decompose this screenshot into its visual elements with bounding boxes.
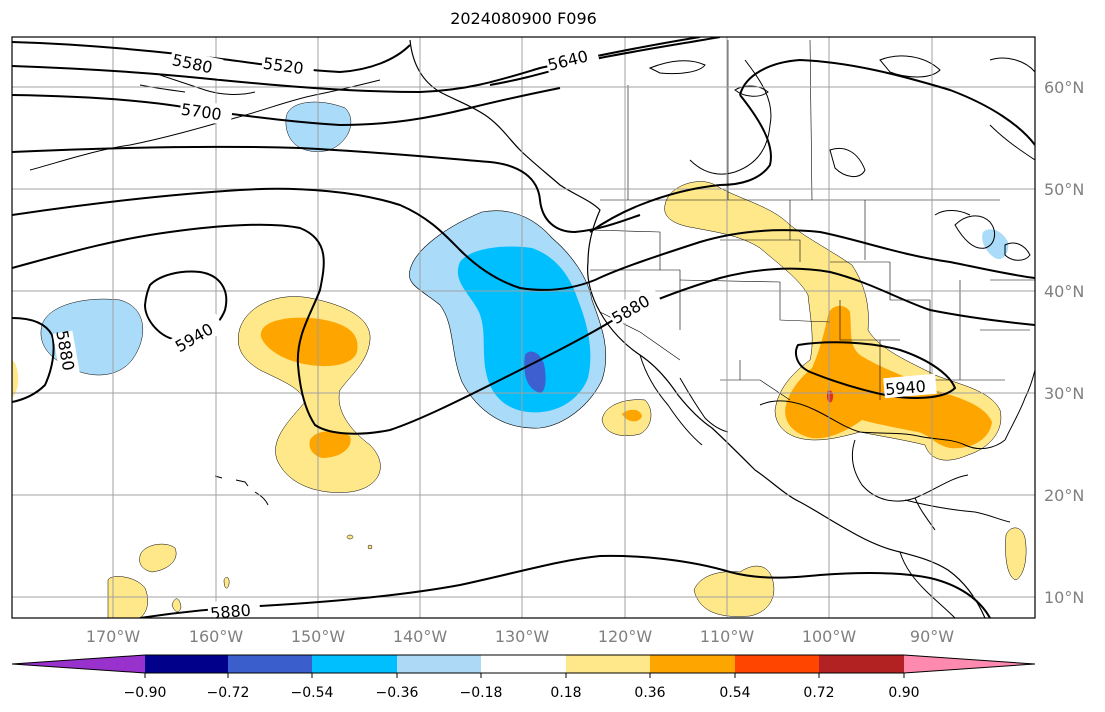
lat-label-60n: 60°N: [1044, 78, 1084, 97]
colorbar-bin-7: [650, 655, 735, 673]
colorbar-bin-5: [481, 655, 566, 673]
contour-5880-main: [12, 223, 1035, 435]
positive-anomaly-west-edge: [12, 360, 19, 398]
colorbar-tick-label: −0.18: [460, 685, 503, 701]
lon-label-120w: 120°W: [598, 627, 653, 646]
lat-label-30n: 30°N: [1044, 384, 1084, 403]
colorbar-bin-2: [228, 655, 312, 673]
contour-5760: [12, 145, 641, 234]
colorbar-tick-label: −0.90: [124, 685, 167, 701]
negative-anomaly-central-core: [457, 246, 591, 413]
positive-anomaly-small-1: [346, 534, 354, 540]
colorbar-bin-4: [397, 655, 481, 673]
colorbar-tick-label: −0.72: [207, 685, 250, 701]
positive-anomaly-south-4: [223, 576, 230, 589]
lon-label-140w: 140°W: [393, 627, 448, 646]
lat-label-40n: 40°N: [1044, 282, 1084, 301]
positive-anomaly-south-3: [171, 598, 182, 612]
contour-5880-west: [12, 317, 55, 403]
negative-anomaly-central-center: [524, 351, 546, 393]
lon-label-170w: 170°W: [86, 627, 141, 646]
political-borders: [590, 39, 1035, 401]
contour-label-5880-south: 5880: [209, 601, 251, 623]
colorbar-tick-label: 0.36: [634, 685, 665, 701]
negative-anomaly-great-lakes: [982, 229, 1009, 260]
colorbar-bin-9: [819, 655, 904, 673]
lon-label-160w: 160°W: [189, 627, 244, 646]
latitude-labels: 60°N 50°N 40°N 30°N 20°N 10°N: [1044, 78, 1084, 607]
lon-label-100w: 100°W: [802, 627, 857, 646]
contour-bc: [589, 94, 772, 233]
contour-5880-south: [139, 554, 991, 618]
contour-5940-east: [795, 341, 957, 399]
positive-anomaly-subtropical-core: [260, 317, 358, 367]
map-title: 2024080900 F096: [450, 9, 597, 28]
colorbar-extend-max: [904, 655, 1035, 673]
contour-label-5940-east: 5940: [884, 377, 926, 399]
lat-label-10n: 10°N: [1044, 588, 1084, 607]
contour-5520: [12, 41, 411, 74]
colorbar-tick-label: 0.18: [550, 685, 581, 701]
colorbar-extend-min: [12, 655, 145, 673]
lon-label-90w: 90°W: [910, 627, 954, 646]
colorbar-bin-8: [735, 655, 819, 673]
colorbar-tick-label: 0.54: [719, 685, 750, 701]
contour-5700: [12, 87, 561, 127]
lat-lon-grid: [12, 37, 1035, 618]
colorbar-bin-3: [312, 655, 397, 673]
map-content: 5580 5520 5640 5700 5880 5940 5880 5940 …: [12, 37, 1035, 623]
colorbar-bin-6: [566, 655, 650, 673]
positive-anomaly-south-1: [139, 543, 177, 573]
positive-anomaly-subtropical-core2: [309, 431, 351, 458]
positive-anomaly-baja-core: [622, 409, 642, 422]
lon-label-130w: 130°W: [495, 627, 550, 646]
colorbar-tick-label: −0.54: [291, 685, 334, 701]
lon-label-110w: 110°W: [700, 627, 755, 646]
positive-anomaly-south-6: [1005, 527, 1027, 581]
longitude-labels: 170°W 160°W 150°W 140°W 130°W 120°W 110°…: [86, 627, 954, 646]
colorbar: −0.90 −0.72 −0.54 −0.36 −0.18 0.18 0.36 …: [11, 654, 1036, 701]
contour-5640: [489, 37, 721, 86]
colorbar-bin-1: [145, 655, 228, 673]
colorbar-tick-label: 0.90: [888, 685, 919, 701]
contour-ridge-alaska: [739, 58, 1035, 146]
lat-label-20n: 20°N: [1044, 486, 1084, 505]
colorbar-tick-label: −0.36: [376, 685, 419, 701]
map-frame: [11, 36, 1036, 619]
contour-5820: [12, 187, 1035, 291]
lon-label-150w: 150°W: [291, 627, 346, 646]
positive-anomaly-small-2: [367, 544, 373, 550]
lat-label-50n: 50°N: [1044, 180, 1084, 199]
colorbar-tick-label: 0.72: [803, 685, 834, 701]
